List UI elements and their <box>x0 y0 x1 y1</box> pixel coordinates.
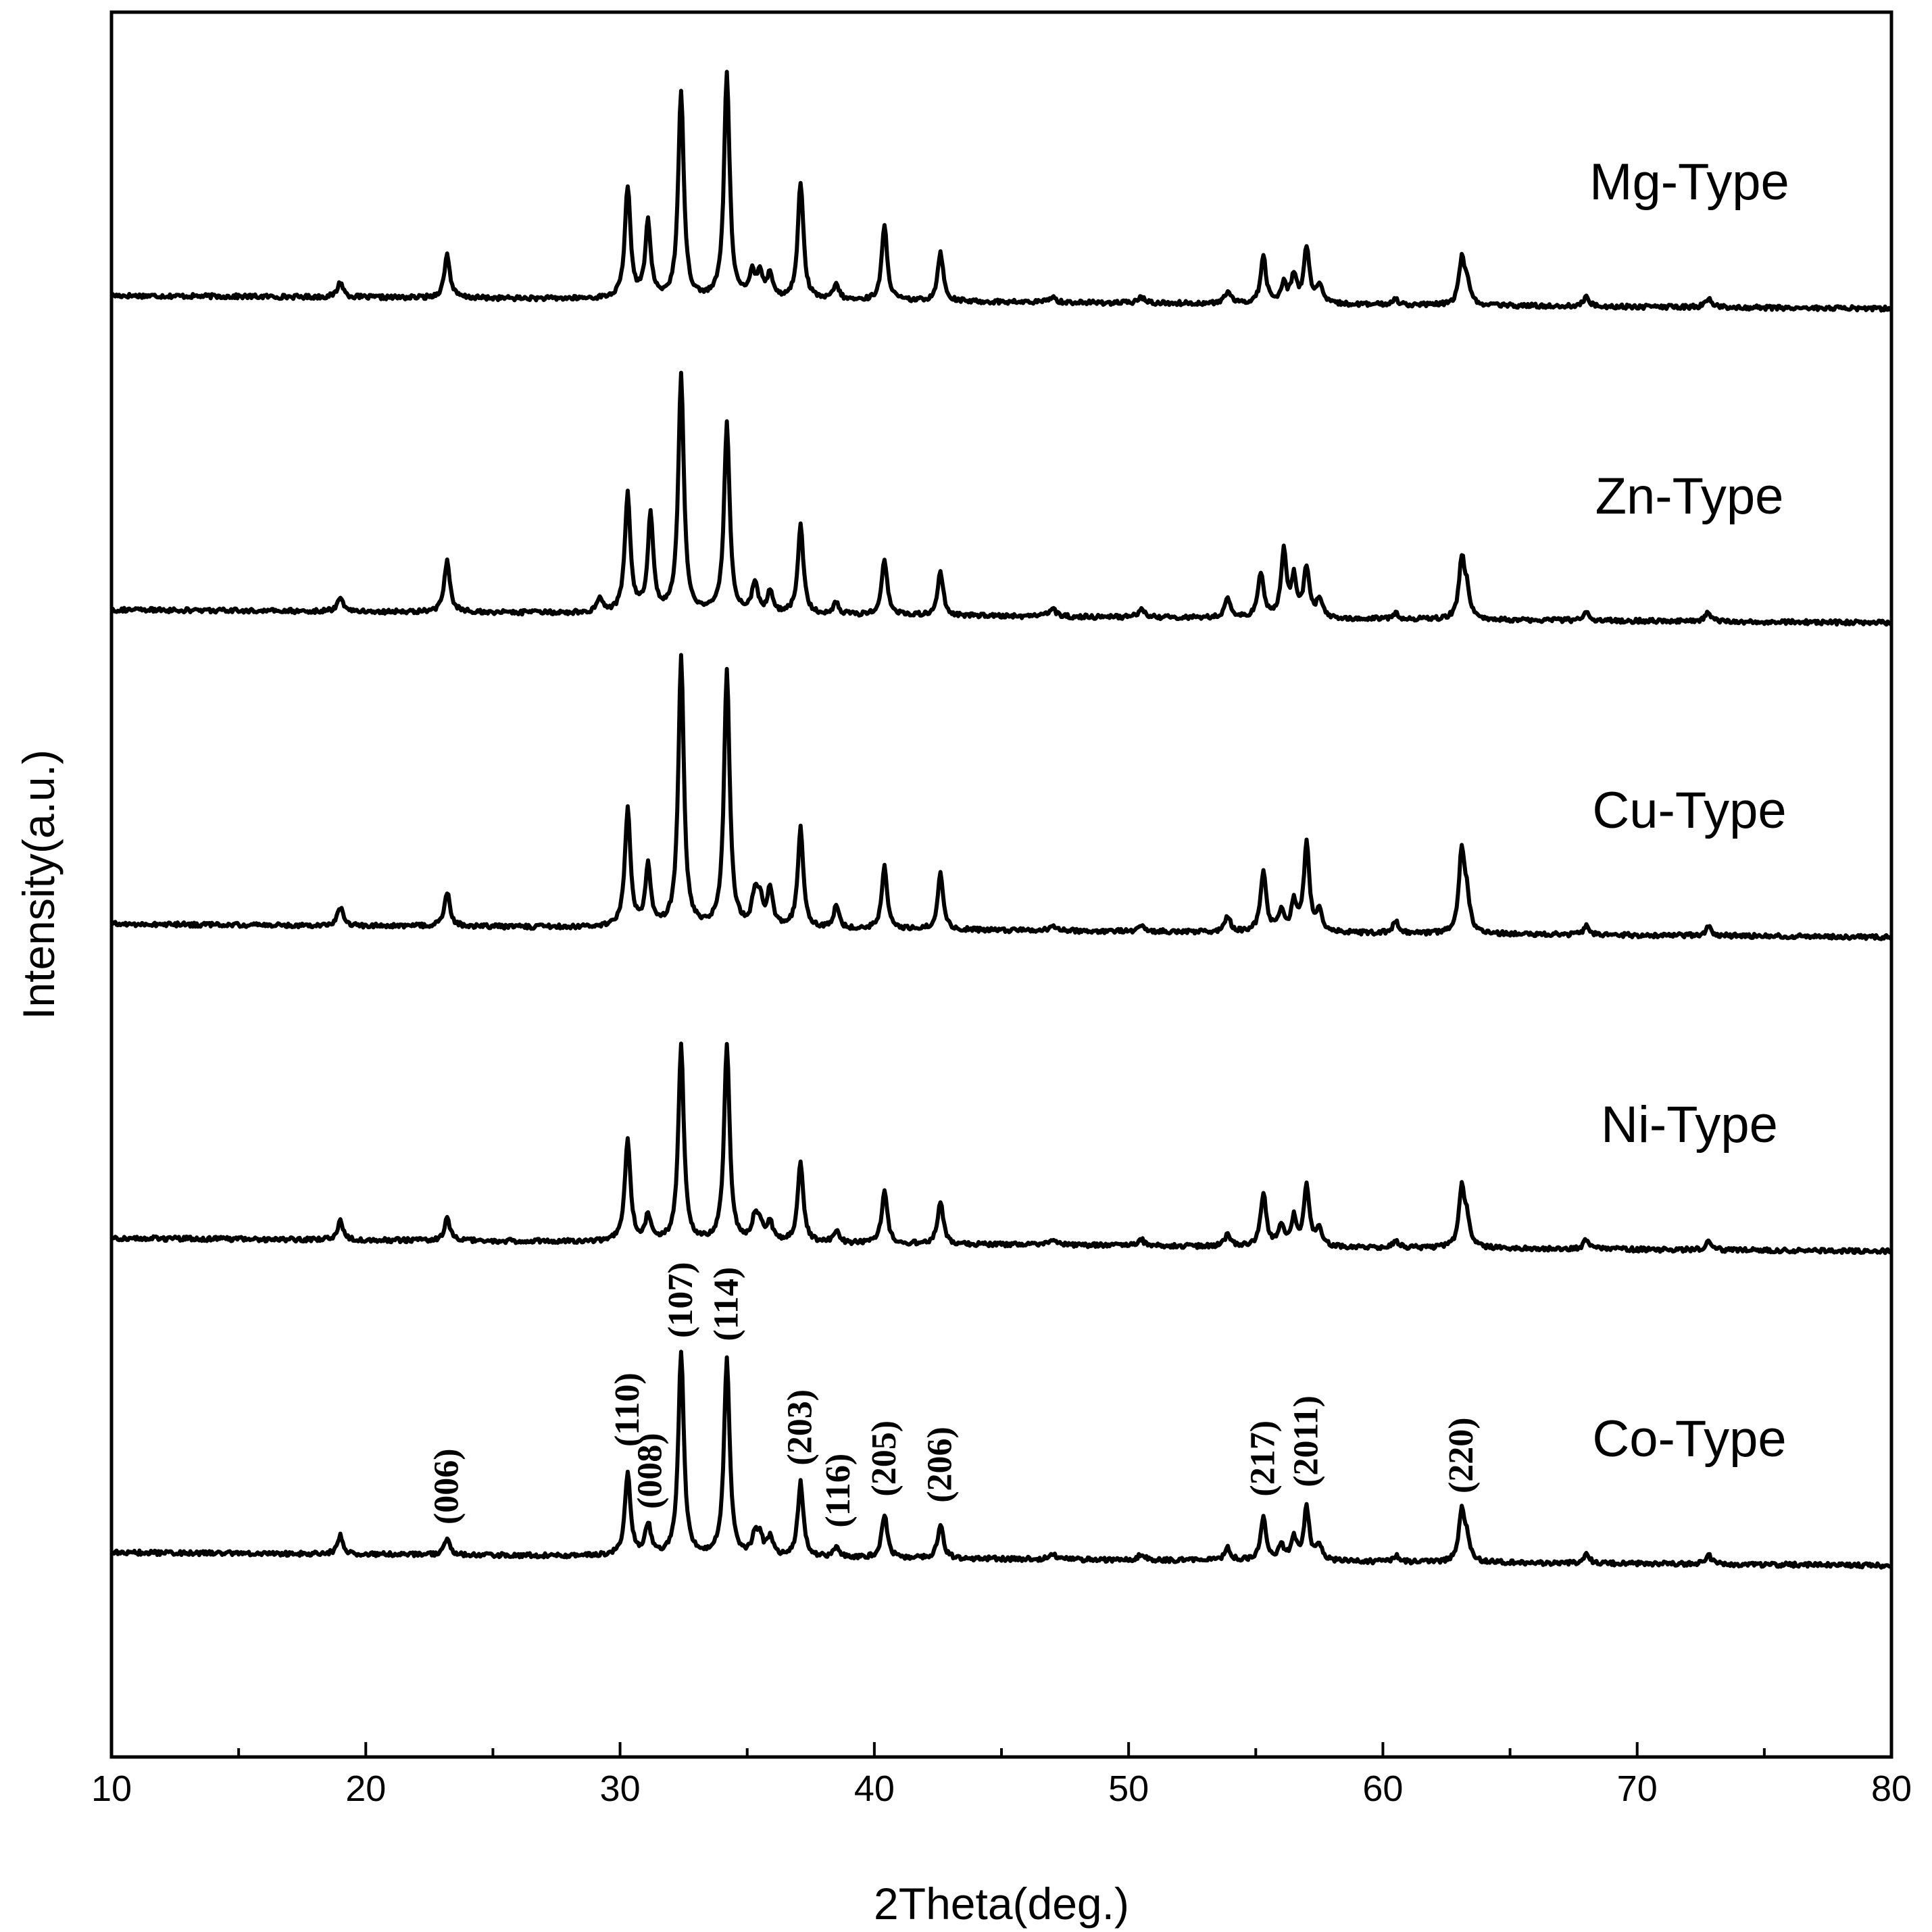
peak-label: (110) <box>608 1372 647 1447</box>
series-labels: Mg-Type Zn-Type Cu-Type Ni-Type Co-Type <box>1589 153 1789 1468</box>
peak-label: (203) <box>781 1389 820 1466</box>
peak-label: (006) <box>428 1448 466 1525</box>
series-mg-type-line <box>109 70 1893 313</box>
peak-label: (206) <box>921 1427 960 1503</box>
series-label-mg-type: Mg-Type <box>1589 153 1789 211</box>
peak-label: (107) <box>662 1262 700 1338</box>
series-traces <box>109 70 1893 1570</box>
peak-label: (008) <box>631 1433 670 1509</box>
series-co-type-line <box>110 1349 1893 1570</box>
x-axis: 10 20 30 40 50 60 70 80 <box>91 1742 1912 1809</box>
peak-label: (116) <box>819 1454 858 1528</box>
series-label-ni-type: Ni-Type <box>1601 1096 1778 1154</box>
x-tick-label: 80 <box>1871 1768 1912 1809</box>
series-label-co-type: Co-Type <box>1592 1410 1786 1468</box>
series-cu-type-line <box>110 653 1893 941</box>
peak-label: (205) <box>865 1420 903 1497</box>
x-tick-label: 50 <box>1108 1768 1149 1809</box>
y-axis-title: Intensity(a.u.) <box>14 749 64 1020</box>
plot-frame <box>109 10 1893 1759</box>
peak-label: (220) <box>1442 1417 1481 1493</box>
x-axis-title: 2Theta(deg.) <box>874 1879 1129 1929</box>
peak-annotations: (006) (110)(008) (107) (114) (203)(116) (205)… <box>428 1262 1481 1527</box>
x-tick-label: 40 <box>854 1768 895 1809</box>
series-label-zn-type: Zn-Type <box>1595 468 1784 525</box>
x-tick-label: 70 <box>1617 1768 1658 1809</box>
x-tick-label: 10 <box>91 1768 132 1809</box>
x-tick-label: 20 <box>345 1768 386 1809</box>
x-tick-label: 30 <box>600 1768 641 1809</box>
series-ni-type-line <box>110 1041 1893 1256</box>
series-label-cu-type: Cu-Type <box>1592 782 1786 839</box>
x-tick-label: 60 <box>1362 1768 1403 1809</box>
peak-label: (114) <box>708 1267 746 1341</box>
peak-label: (2011) <box>1287 1395 1326 1487</box>
series-zn-type-line <box>109 370 1893 627</box>
peak-label: (217) <box>1244 1420 1283 1497</box>
